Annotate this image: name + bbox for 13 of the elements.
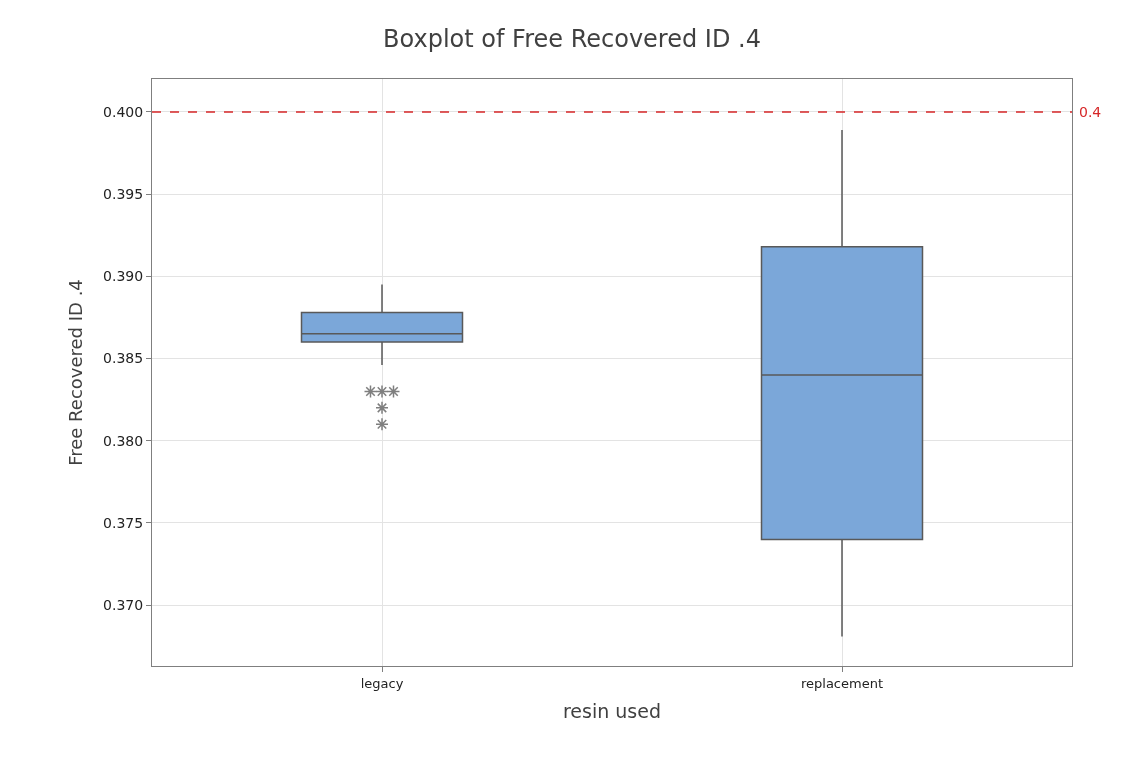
ref-line-label: 0.4 (1079, 104, 1102, 120)
y-tick-label: 0.375 (103, 514, 144, 531)
y-tick-label: 0.370 (103, 597, 144, 614)
x-axis-title: resin used (562, 700, 662, 723)
y-axis-title: Free Recovered ID .4 (65, 279, 87, 466)
x-tick-label: legacy (360, 675, 404, 691)
x-tick-label: replacement (800, 675, 884, 691)
y-tick-label: 0.400 (103, 103, 144, 120)
y-tick-label: 0.390 (103, 268, 144, 285)
y-tick-label: 0.395 (103, 186, 144, 202)
chart-title: Boxplot of Free Recovered ID .4 (383, 25, 761, 54)
y-tick-label: 0.385 (103, 350, 144, 367)
y-tick-label: 0.380 (103, 432, 144, 449)
